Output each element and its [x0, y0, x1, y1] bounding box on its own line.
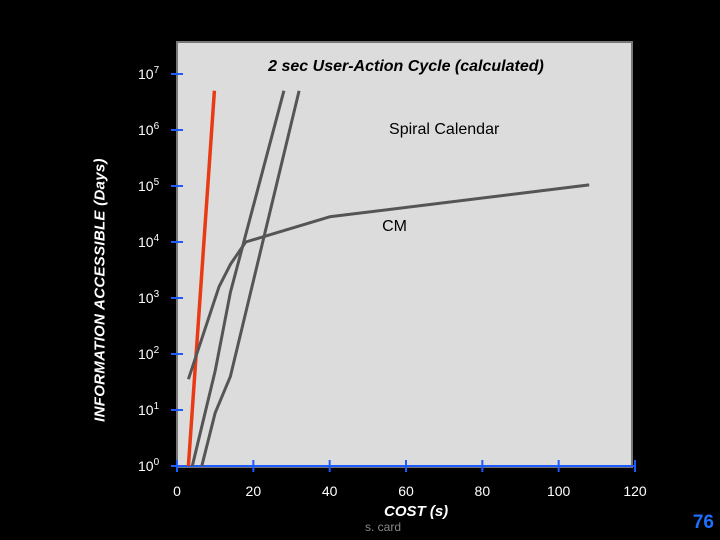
- y-tick-label: 106: [138, 121, 160, 138]
- series-line-1: [186, 90, 217, 467]
- y-tick-label: 102: [138, 345, 160, 362]
- series-line-2: [190, 90, 286, 467]
- annotation-2: Spiral Calendar: [389, 121, 500, 138]
- x-tick-label: 0: [173, 483, 181, 499]
- y-tick-label: 101: [138, 401, 160, 418]
- y-tick-label: 103: [138, 289, 160, 306]
- plot-area: [176, 41, 633, 468]
- y-tick-label: 100: [138, 457, 160, 474]
- x-axis-label: COST (s): [384, 503, 449, 520]
- y-tick-label: 107: [138, 65, 160, 82]
- y-tick-label: 105: [138, 177, 160, 194]
- series-line-3: [200, 90, 301, 467]
- x-tick-label: 60: [398, 483, 414, 499]
- x-tick-label: 120: [623, 483, 647, 499]
- y-tick-label: 104: [138, 233, 160, 250]
- annotation-3: CM: [382, 218, 407, 235]
- y-axis-label: INFORMATION ACCESSIBLE (Days): [91, 158, 109, 422]
- page-number: 76: [692, 512, 714, 533]
- x-tick-label: 100: [547, 483, 571, 499]
- x-tick-label: 40: [322, 483, 338, 499]
- series-line-4: [186, 183, 590, 380]
- x-tick-label: 20: [246, 483, 262, 499]
- credit-text: s. card: [365, 520, 402, 534]
- x-tick-label: 80: [475, 483, 491, 499]
- annotation-1: 2 sec User-Action Cycle (calculated): [267, 58, 544, 75]
